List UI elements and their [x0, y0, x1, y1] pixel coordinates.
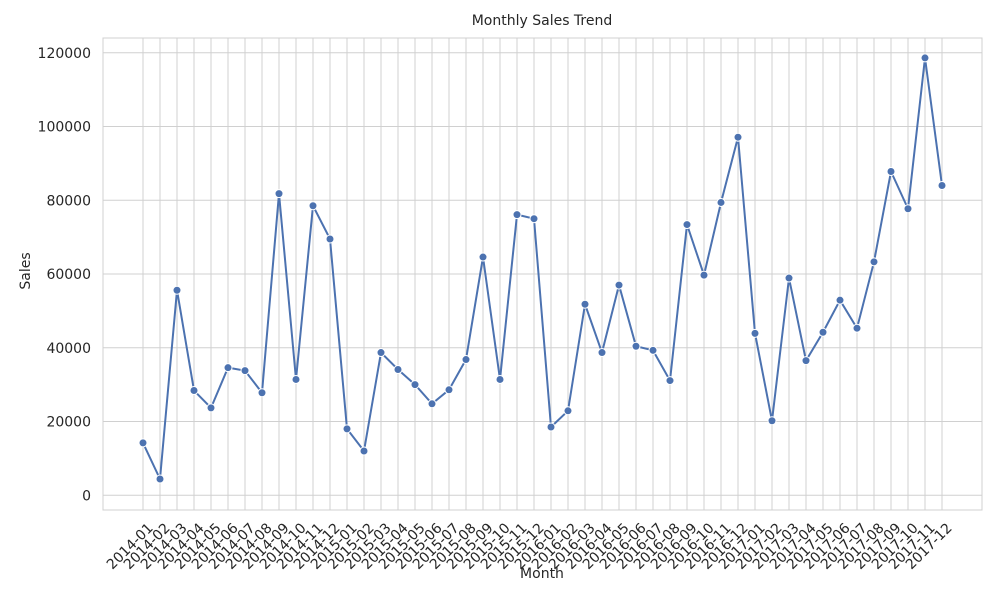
plot-frame	[102, 37, 983, 511]
y-axis-label: Sales	[18, 252, 34, 289]
marker	[563, 406, 573, 416]
marker	[291, 374, 301, 384]
marker	[818, 327, 828, 337]
marker	[308, 201, 318, 211]
marker	[274, 189, 284, 199]
marker	[903, 204, 913, 214]
marker	[444, 385, 454, 395]
line	[142, 57, 943, 483]
marker	[461, 355, 471, 365]
marker	[206, 403, 216, 413]
marker	[835, 295, 845, 305]
marker	[172, 285, 182, 295]
y-tick-label: 0	[82, 488, 91, 504]
marker	[325, 234, 335, 244]
marker	[427, 399, 437, 409]
marker	[189, 386, 199, 396]
chart-title: Monthly Sales Trend	[472, 13, 613, 29]
marker	[614, 280, 624, 290]
marker	[223, 363, 233, 373]
marker	[512, 210, 522, 220]
marker	[886, 166, 896, 176]
y-tick-label: 100000	[38, 120, 91, 136]
marker	[699, 270, 709, 280]
marker	[784, 273, 794, 283]
marker	[920, 53, 930, 63]
marker	[495, 374, 505, 384]
marker	[359, 446, 369, 456]
marker	[155, 474, 165, 484]
marker	[410, 380, 420, 390]
marker	[852, 323, 862, 333]
x-axis-label: Month	[520, 566, 564, 582]
marker	[546, 422, 556, 432]
marker	[138, 438, 148, 448]
marker	[750, 328, 760, 338]
marker	[580, 299, 590, 309]
marker	[648, 345, 658, 355]
marker	[393, 365, 403, 375]
marker	[682, 220, 692, 230]
marker	[767, 416, 777, 426]
marker	[529, 214, 539, 224]
y-tick-label: 20000	[46, 415, 91, 431]
marker	[733, 132, 743, 142]
y-tick-label: 60000	[46, 267, 91, 283]
marker	[376, 348, 386, 358]
marker	[597, 348, 607, 358]
marker	[937, 181, 947, 190]
marker	[716, 197, 726, 207]
y-tick-label: 120000	[38, 46, 91, 62]
marker	[631, 341, 641, 351]
marker	[240, 366, 250, 376]
marker	[257, 388, 267, 398]
y-tick-label: 40000	[46, 341, 91, 357]
marker	[801, 356, 811, 366]
marker	[665, 376, 675, 386]
marker	[869, 257, 879, 267]
marker	[478, 252, 488, 262]
y-tick-label: 80000	[46, 193, 91, 209]
marker	[342, 424, 352, 434]
